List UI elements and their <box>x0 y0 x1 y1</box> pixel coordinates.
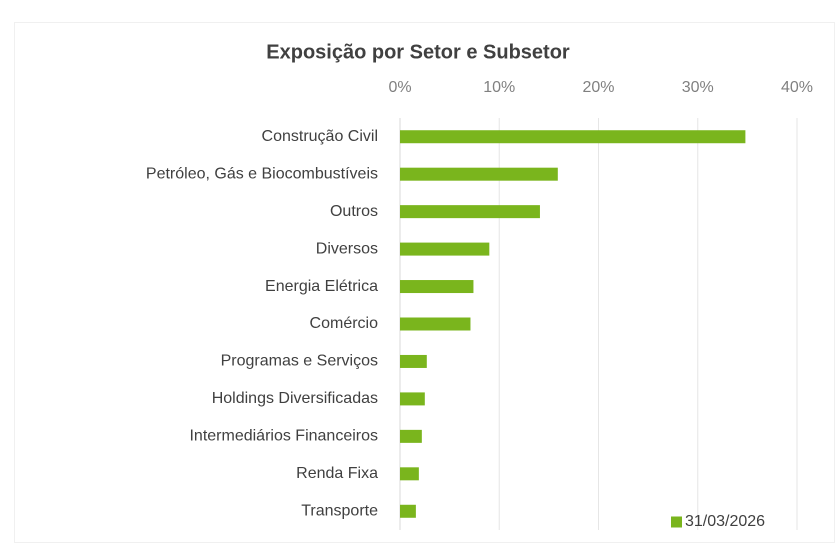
y-tick-label: Energia Elétrica <box>265 278 378 295</box>
bar <box>400 130 746 144</box>
bar <box>400 504 416 518</box>
x-tick-label: 40% <box>781 79 813 96</box>
x-tick-label: 20% <box>582 79 614 96</box>
legend-swatch <box>671 516 682 528</box>
bar <box>400 280 474 294</box>
y-tick-label: Intermediários Financeiros <box>189 428 378 445</box>
bar <box>400 317 471 331</box>
x-tick-label: 30% <box>682 79 714 96</box>
y-tick-label: Holdings Diversificadas <box>212 390 378 407</box>
y-tick-label: Petróleo, Gás e Biocombustíveis <box>146 165 378 182</box>
bar <box>400 467 419 481</box>
y-tick-label: Diversos <box>316 240 378 257</box>
bar <box>400 354 427 368</box>
y-tick-label: Transporte <box>301 502 378 519</box>
legend-label: 31/03/2026 <box>685 513 765 530</box>
y-tick-label: Renda Fixa <box>296 465 378 482</box>
bar <box>400 205 540 219</box>
bar <box>400 429 422 443</box>
chart-frame <box>14 22 835 543</box>
y-tick-label: Outros <box>330 203 378 220</box>
bar <box>400 242 490 256</box>
y-tick-label: Construção Civil <box>262 128 378 145</box>
y-tick-label: Programas e Serviços <box>221 353 378 370</box>
x-tick-label: 0% <box>388 79 411 96</box>
bar <box>400 392 425 406</box>
bar <box>400 167 558 181</box>
x-tick-label: 10% <box>483 79 515 96</box>
y-tick-label: Comércio <box>310 315 379 332</box>
chart-title: Exposição por Setor e Subsetor <box>266 41 570 63</box>
